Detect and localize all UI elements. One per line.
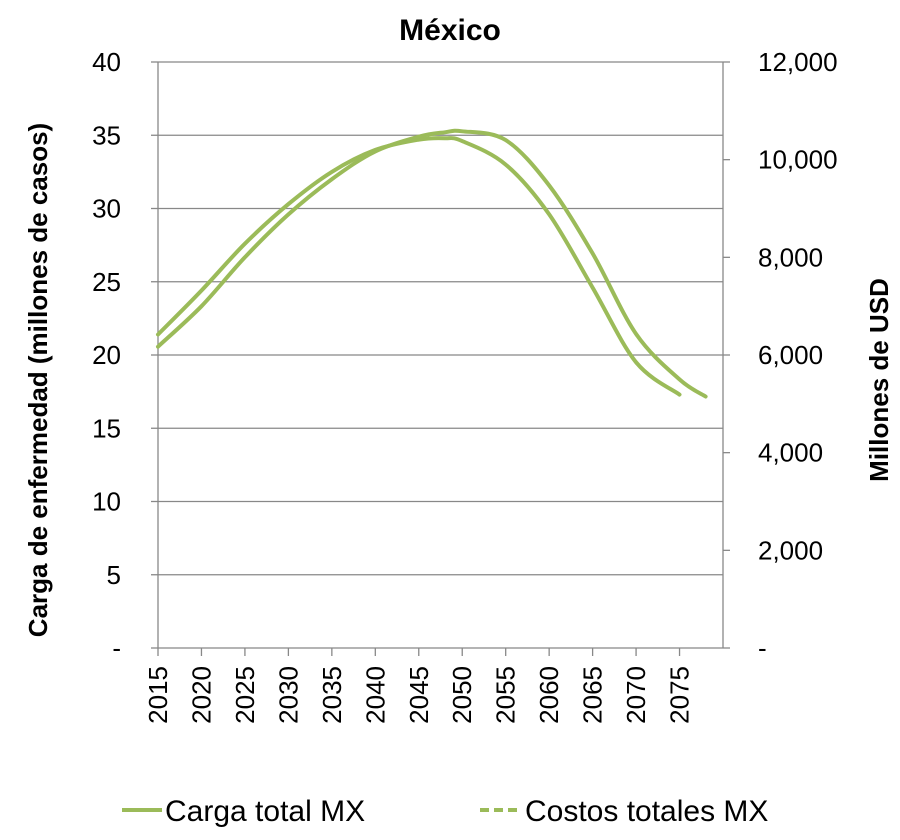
x-tick-label: 2020 [186, 666, 216, 724]
y-tick-label: 25 [92, 267, 121, 297]
y2-tick-label: 10,000 [758, 145, 838, 175]
legend-label-carga: Carga total MX [165, 795, 365, 828]
x-tick-labels: 2015 2020 2025 2030 2035 2040 2045 2050 2055 2060… [143, 666, 695, 724]
y-tick-label: 5 [107, 560, 121, 590]
x-tick-label: 2075 [665, 666, 695, 724]
y-tick-label: 15 [92, 413, 121, 443]
y-tick-label: 10 [92, 487, 121, 517]
x-tick-label: 2030 [273, 666, 303, 724]
y2-tick-label: 12,000 [758, 47, 838, 77]
series-line-costos [156, 128, 708, 399]
y-axis-title: Carga de enfermedad (millones de casos) [23, 123, 53, 637]
y2-tick-label: - [758, 633, 767, 663]
y-tick-label: 40 [92, 47, 121, 77]
x-tick-label: 2065 [578, 666, 608, 724]
x-tick-label: 2060 [534, 666, 564, 724]
x-tick-label: 2015 [143, 666, 173, 724]
x-tick-label: 2050 [447, 666, 477, 724]
x-tick-label: 2055 [491, 666, 521, 724]
series-lines [156, 128, 708, 399]
chart-title: México [399, 14, 501, 47]
gridlines [158, 61, 723, 576]
y2-tick-label: 8,000 [758, 242, 823, 272]
y-tick-labels: - 5 10 15 20 25 30 35 40 [92, 47, 121, 663]
x-tick-label: 2045 [404, 666, 434, 724]
y2-tick-label: 4,000 [758, 438, 823, 468]
y2-tick-label: 6,000 [758, 340, 823, 370]
legend-label-costos: Costos totales MX [525, 795, 768, 828]
series-line-carga [156, 136, 682, 397]
y-tick-label: 35 [92, 120, 121, 150]
y2-tick-labels: - 2,000 4,000 6,000 8,000 10,000 12,000 [758, 47, 838, 663]
y-tick-label: - [112, 633, 121, 663]
y-tick-label: 20 [92, 340, 121, 370]
x-tick-label: 2070 [621, 666, 651, 724]
x-tick-label: 2035 [317, 666, 347, 724]
axes [151, 61, 730, 656]
legend: Carga total MX Costos totales MX [122, 795, 768, 828]
x-tick-label: 2040 [360, 666, 390, 724]
x-tick-label: 2025 [230, 666, 260, 724]
y-tick-label: 30 [92, 194, 121, 224]
y2-tick-label: 2,000 [758, 535, 823, 565]
y2-axis-title: Millones de USD [864, 278, 894, 482]
